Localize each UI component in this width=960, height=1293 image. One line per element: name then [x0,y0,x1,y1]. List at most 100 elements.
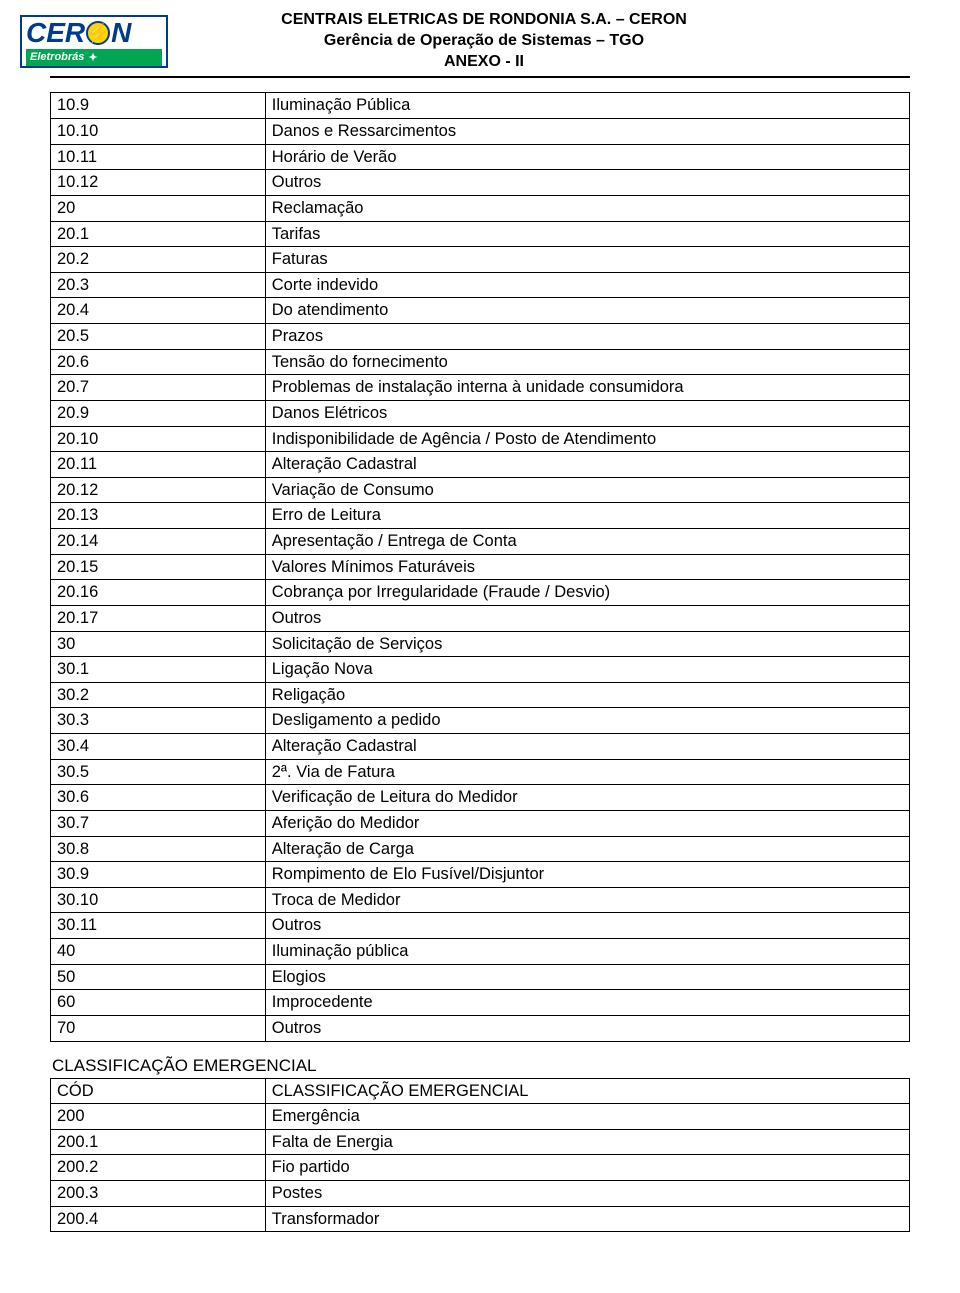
desc-cell: Variação de Consumo [265,477,909,503]
table-row: 20.2Faturas [51,247,910,273]
code-cell: 200 [51,1104,266,1130]
table-row: 20.12Variação de Consumo [51,477,910,503]
desc-cell: Tensão do fornecimento [265,349,909,375]
table-row: 70Outros [51,1015,910,1041]
desc-cell: Tarifas [265,221,909,247]
desc-cell: CLASSIFICAÇÃO EMERGENCIAL [265,1078,909,1104]
table-row: 30.7Aferição do Medidor [51,810,910,836]
table-row: 10.9Iluminação Pública [51,93,910,119]
code-cell: 10.12 [51,170,266,196]
desc-cell: 2ª. Via de Fatura [265,759,909,785]
table-row: 20.11Alteração Cadastral [51,452,910,478]
desc-cell: Outros [265,913,909,939]
desc-cell: Prazos [265,324,909,350]
desc-cell: Danos Elétricos [265,400,909,426]
desc-cell: Do atendimento [265,298,909,324]
table-row: 10.10Danos e Ressarcimentos [51,119,910,145]
desc-cell: Danos e Ressarcimentos [265,119,909,145]
code-cell: 20.2 [51,247,266,273]
code-cell: 200.3 [51,1181,266,1207]
bolt-icon: ⚡ [86,21,110,45]
table-row: 30.4Alteração Cadastral [51,734,910,760]
table-row: 30.10Troca de Medidor [51,887,910,913]
code-cell: 30.9 [51,862,266,888]
desc-cell: Problemas de instalação interna à unidad… [265,375,909,401]
table-row: 200Emergência [51,1104,910,1130]
code-cell: 20.17 [51,605,266,631]
code-cell: 20.6 [51,349,266,375]
desc-cell: Valores Mínimos Faturáveis [265,554,909,580]
emergency-classification-table: CÓDCLASSIFICAÇÃO EMERGENCIAL200Emergênci… [50,1078,910,1233]
code-cell: 30.2 [51,682,266,708]
table-row: 20.5Prazos [51,324,910,350]
desc-cell: Falta de Energia [265,1129,909,1155]
desc-cell: Aferição do Medidor [265,810,909,836]
table-row: 20.3Corte indevido [51,272,910,298]
company-logo: CER ⚡ N Eletrobrás ✦ [20,15,168,68]
code-cell: 200.4 [51,1206,266,1232]
desc-cell: Postes [265,1181,909,1207]
desc-cell: Apresentação / Entrega de Conta [265,529,909,555]
desc-cell: Iluminação Pública [265,93,909,119]
table-row: 20.15Valores Mínimos Faturáveis [51,554,910,580]
table-row: 50Elogios [51,964,910,990]
desc-cell: Solicitação de Serviços [265,631,909,657]
desc-cell: Cobrança por Irregularidade (Fraude / De… [265,580,909,606]
classification-table: 10.9Iluminação Pública10.10Danos e Ressa… [50,92,910,1041]
table-row: 20.14Apresentação / Entrega de Conta [51,529,910,555]
section-title-emergencial: CLASSIFICAÇÃO EMERGENCIAL [52,1056,910,1076]
code-cell: CÓD [51,1078,266,1104]
table-row: 20.4Do atendimento [51,298,910,324]
desc-cell: Alteração Cadastral [265,452,909,478]
table-row: 200.2Fio partido [51,1155,910,1181]
desc-cell: Improcedente [265,990,909,1016]
header-title-block: CENTRAIS ELETRICAS DE RONDONIA S.A. – CE… [188,10,910,72]
code-cell: 200.2 [51,1155,266,1181]
desc-cell: Outros [265,605,909,631]
code-cell: 20.7 [51,375,266,401]
table-row: 20Reclamação [51,195,910,221]
table-row: 30.2Religação [51,682,910,708]
code-cell: 20.11 [51,452,266,478]
table-row: 20.9Danos Elétricos [51,400,910,426]
table-row: 200.1Falta de Energia [51,1129,910,1155]
code-cell: 30.3 [51,708,266,734]
table-row: 20.16Cobrança por Irregularidade (Fraude… [51,580,910,606]
desc-cell: Iluminação pública [265,939,909,965]
code-cell: 20.12 [51,477,266,503]
code-cell: 60 [51,990,266,1016]
desc-cell: Elogios [265,964,909,990]
code-cell: 20.9 [51,400,266,426]
table-row: 200.4Transformador [51,1206,910,1232]
desc-cell: Emergência [265,1104,909,1130]
table-row: 10.12Outros [51,170,910,196]
header-divider [50,76,910,78]
table-row: 10.11Horário de Verão [51,144,910,170]
code-cell: 30.1 [51,657,266,683]
table-row: 20.10Indisponibilidade de Agência / Post… [51,426,910,452]
header-line-1: CENTRAIS ELETRICAS DE RONDONIA S.A. – CE… [188,10,780,31]
table-row: 30Solicitação de Serviços [51,631,910,657]
code-cell: 30 [51,631,266,657]
table-row: 20.17Outros [51,605,910,631]
table-row: 30.11Outros [51,913,910,939]
desc-cell: Faturas [265,247,909,273]
code-cell: 10.9 [51,93,266,119]
header-line-3: ANEXO - II [188,52,780,73]
table-row: 30.3Desligamento a pedido [51,708,910,734]
code-cell: 20.14 [51,529,266,555]
code-cell: 70 [51,1015,266,1041]
code-cell: 20.10 [51,426,266,452]
desc-cell: Fio partido [265,1155,909,1181]
desc-cell: Religação [265,682,909,708]
code-cell: 30.11 [51,913,266,939]
table-row: 20.13Erro de Leitura [51,503,910,529]
table-row: 20.6Tensão do fornecimento [51,349,910,375]
table-row: 30.1Ligação Nova [51,657,910,683]
desc-cell: Verificação de Leitura do Medidor [265,785,909,811]
code-cell: 30.10 [51,887,266,913]
desc-cell: Corte indevido [265,272,909,298]
code-cell: 20.3 [51,272,266,298]
code-cell: 30.8 [51,836,266,862]
desc-cell: Outros [265,170,909,196]
